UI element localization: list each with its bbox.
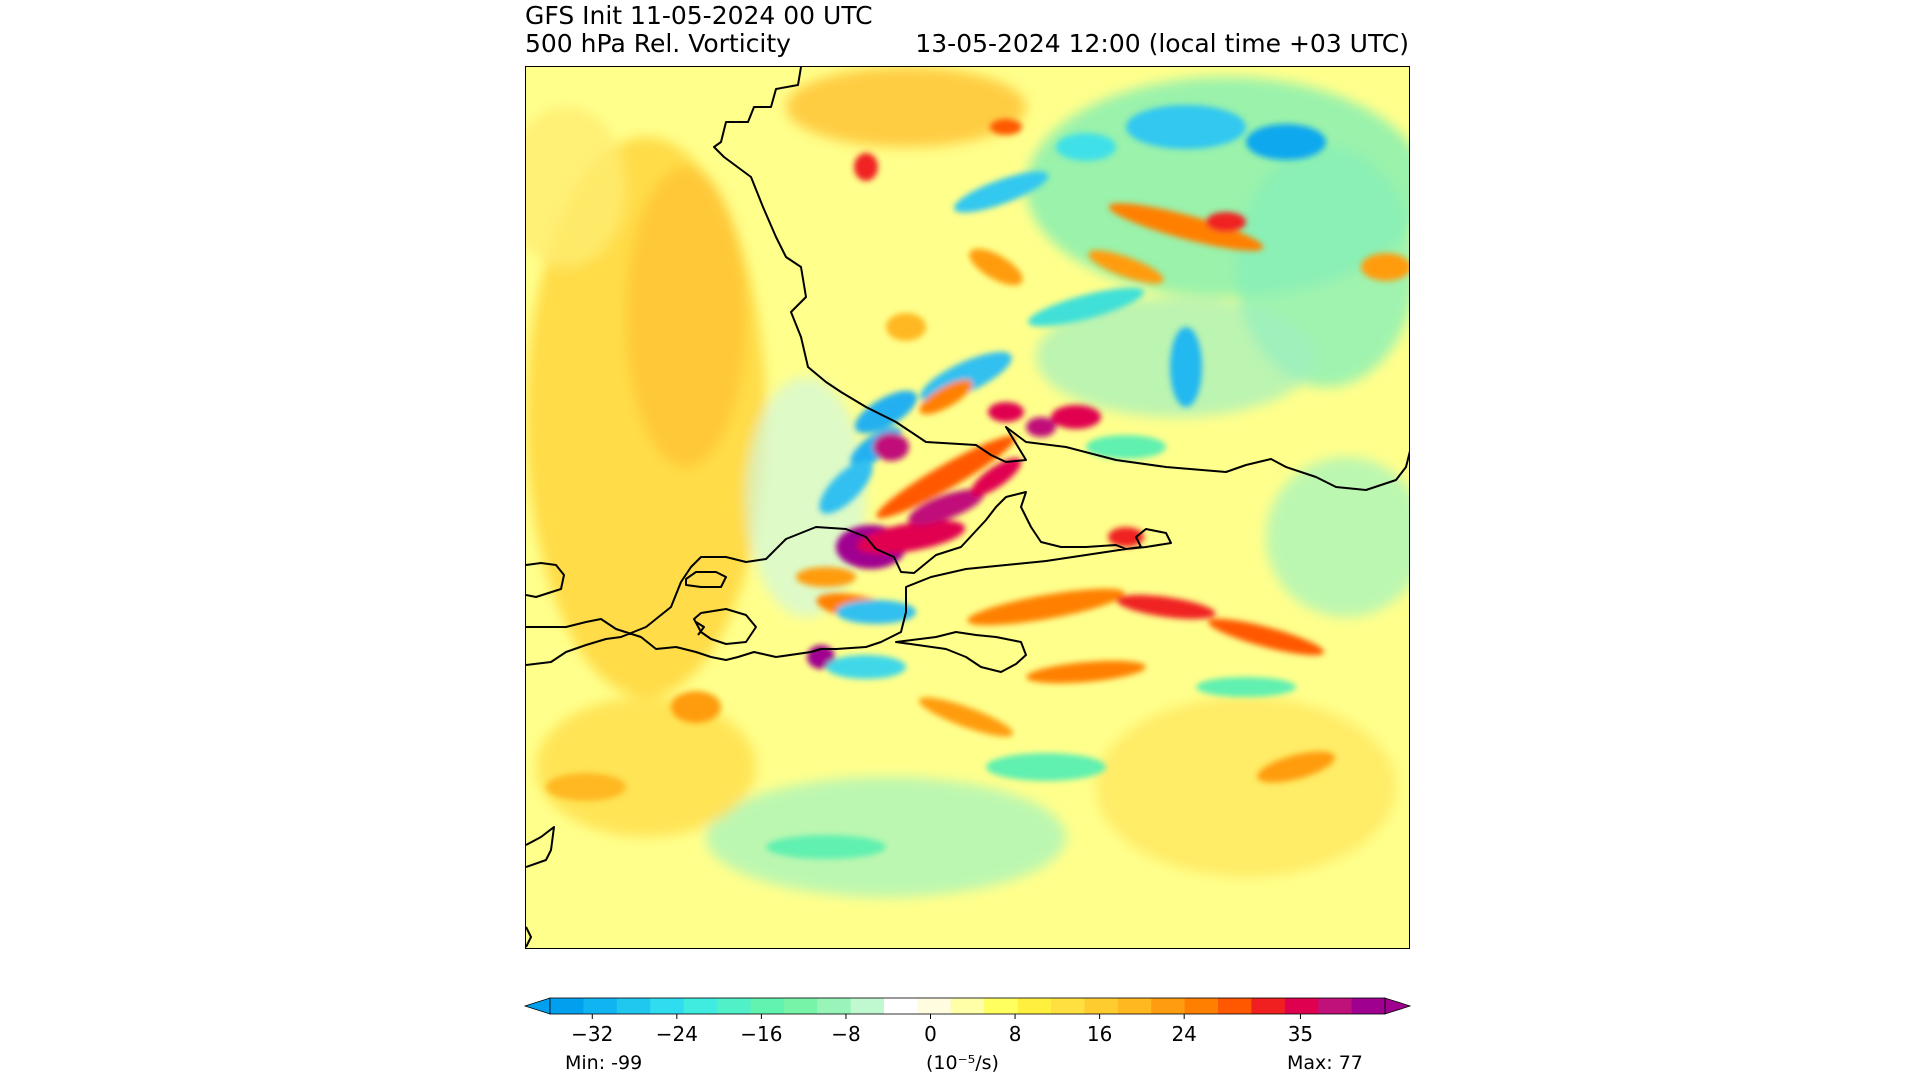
- colorbar-cell: [550, 998, 584, 1014]
- colorbar-tick-label: 0: [924, 1022, 937, 1046]
- colorbar-cell: [950, 998, 985, 1014]
- colorbar-cell: [1051, 998, 1085, 1014]
- colorbar-cell: [683, 998, 718, 1014]
- model-init-title: GFS Init 11-05-2024 00 UTC: [525, 1, 873, 30]
- colorbar-outline: [549, 997, 1386, 1015]
- colorbar-cell: [1184, 998, 1219, 1014]
- colorbar-cell: [1351, 998, 1386, 1014]
- colorbar-tick-label: −16: [740, 1022, 783, 1046]
- colorbar-cell: [1318, 998, 1353, 1014]
- unit-label: (10⁻⁵/s): [926, 1052, 999, 1074]
- colorbar-cell: [917, 998, 952, 1014]
- colorbar-cell: [583, 998, 618, 1014]
- colorbar-tick-label: 35: [1287, 1022, 1314, 1046]
- colorbar-tick-label: −8: [831, 1022, 861, 1046]
- coastline: [526, 67, 1409, 948]
- colorbar-cell: [783, 998, 818, 1014]
- colorbar-tick-label: 24: [1171, 1022, 1197, 1046]
- field-title: 500 hPa Rel. Vorticity: [525, 29, 791, 58]
- field-shading-detail: [546, 105, 1409, 859]
- colorbar-cell: [616, 998, 651, 1014]
- vorticity-map: [525, 66, 1410, 949]
- colorbar-cell: [817, 998, 852, 1014]
- colorbar-cell: [984, 998, 1019, 1014]
- colorbar-max-arrow: [1384, 997, 1412, 1015]
- colorbar-tick-label: −24: [655, 1022, 698, 1046]
- colorbar-cell: [1017, 998, 1052, 1014]
- colorbar-cell: [717, 998, 751, 1014]
- colorbar-min-arrow: [523, 997, 551, 1015]
- colorbar-tick-label: 8: [1008, 1022, 1022, 1046]
- colorbar-cell: [1084, 998, 1119, 1014]
- colorbar-cell: [1251, 998, 1286, 1014]
- colorbar-tick-label: −32: [571, 1022, 614, 1046]
- valid-time-title: 13-05-2024 12:00 (local time +03 UTC): [915, 29, 1409, 58]
- colorbar-cell: [1284, 998, 1319, 1014]
- colorbar-cell: [1117, 998, 1152, 1014]
- colorbar-cell: [850, 998, 885, 1014]
- min-label: Min: -99: [565, 1052, 643, 1074]
- colorbar-cell: [1151, 998, 1186, 1014]
- colorbar-tick-label: 16: [1086, 1022, 1113, 1046]
- colorbar-cell: [750, 998, 785, 1014]
- max-label: Max: 77: [1287, 1052, 1363, 1074]
- colorbar-cell: [650, 998, 685, 1014]
- vorticity-field: [526, 67, 1409, 948]
- colorbar: [523, 997, 1412, 1019]
- colorbar-cell: [1218, 998, 1252, 1014]
- colorbar-cell: [884, 998, 918, 1014]
